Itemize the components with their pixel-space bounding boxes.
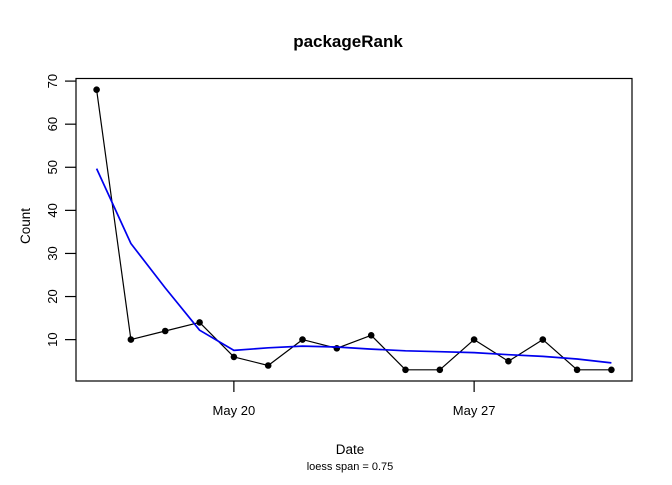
data-point — [608, 366, 615, 374]
x-axis: May 20 May 27 — [213, 381, 496, 418]
data-point — [93, 86, 100, 93]
observed-series — [93, 86, 615, 374]
data-point — [333, 345, 341, 352]
data-point — [264, 362, 272, 369]
x-axis-label: Date — [336, 442, 365, 457]
loess-line — [95, 168, 612, 364]
y-tick-label: 70 — [45, 74, 60, 88]
data-point — [402, 366, 409, 374]
data-point — [539, 336, 547, 343]
plot-box — [75, 77, 633, 382]
data-point — [196, 319, 203, 326]
y-axis: 10 20 30 40 50 60 70 — [45, 74, 76, 347]
y-tick-label: 50 — [45, 160, 60, 174]
y-tick-label: 30 — [45, 246, 60, 260]
x-tick-label: May 27 — [453, 403, 496, 418]
data-point — [573, 366, 581, 374]
y-axis-label: Count — [18, 208, 33, 244]
data-point — [505, 357, 512, 365]
data-point — [470, 336, 478, 343]
plot-subtitle: loess span = 0.75 — [307, 461, 394, 473]
data-point — [230, 353, 238, 361]
y-tick-label: 40 — [45, 203, 60, 217]
data-point — [161, 327, 169, 335]
y-tick-label: 60 — [45, 117, 60, 131]
observed-line — [96, 89, 612, 371]
loess-curve — [95, 168, 612, 364]
data-point — [299, 336, 306, 343]
data-point — [127, 336, 135, 343]
y-tick-label: 10 — [45, 332, 60, 346]
data-point — [436, 366, 444, 374]
data-point — [367, 332, 375, 339]
x-tick-label: May 20 — [213, 403, 256, 418]
y-tick-label: 20 — [45, 289, 60, 303]
plot-title: packageRank — [293, 32, 403, 51]
